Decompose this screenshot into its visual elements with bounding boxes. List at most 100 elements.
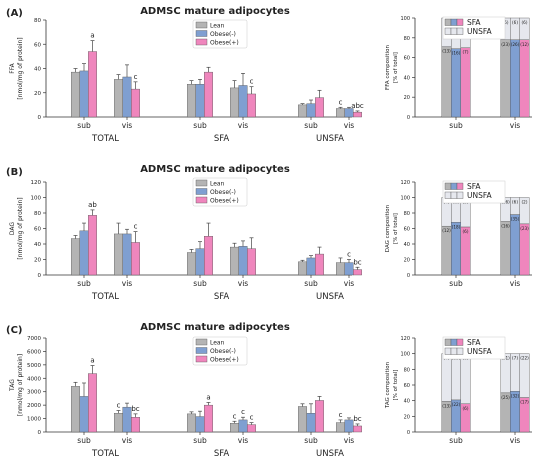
x-tick-label: sub	[304, 121, 318, 130]
bar	[298, 406, 307, 433]
y-tick-label: 2000	[27, 403, 41, 409]
x-tick-label: sub	[304, 279, 318, 288]
significance-label: a	[90, 32, 94, 40]
legend-swatch	[450, 338, 458, 346]
legend-swatch	[195, 347, 208, 354]
legend-label: SFA	[467, 338, 481, 347]
x-tick-label: sub	[193, 436, 207, 445]
sfa-segment	[460, 226, 471, 276]
count-label: (13)	[442, 49, 451, 54]
legend-label: Obese(-)	[210, 31, 236, 38]
bar	[122, 406, 132, 433]
legend-swatch	[444, 18, 452, 26]
composition-chart-2: 0 20 40 60 80 100 120 TAG composition [% of tota…	[385, 336, 532, 445]
legend-swatch	[456, 182, 464, 190]
count-label: (22)	[452, 402, 461, 407]
bar	[230, 423, 239, 433]
legend-swatch	[456, 27, 464, 35]
bar	[344, 262, 354, 276]
y-axis-label: [nmol/mg of protein]	[17, 354, 24, 416]
bar	[238, 85, 248, 118]
y-tick-label: 120	[400, 180, 410, 186]
group-label: TOTAL	[91, 292, 119, 302]
y-tick-label: 100	[31, 196, 42, 202]
bar	[187, 413, 196, 433]
y-tick-label: 0	[407, 115, 410, 121]
significance-label: abc	[351, 102, 364, 110]
x-tick-label: vis	[122, 436, 133, 445]
bar	[247, 93, 256, 118]
bar	[195, 84, 205, 118]
y-tick-label: 80	[404, 211, 410, 217]
y-tick-label: 80	[404, 36, 410, 42]
bar	[315, 400, 324, 433]
group-label: TOTAL	[91, 134, 119, 144]
y-tick-label: 120	[31, 180, 42, 186]
unsfa-segment	[460, 353, 471, 404]
chart-title: ADMSC mature adipocytes	[140, 164, 290, 175]
bar	[353, 425, 362, 433]
y-tick-label: 6000	[27, 349, 41, 355]
significance-label: c	[339, 411, 343, 419]
bar	[195, 416, 205, 433]
count-label: (16)	[501, 224, 510, 229]
x-tick-label: vis	[510, 121, 521, 130]
bar	[306, 413, 316, 433]
y-tick-label: 100	[400, 352, 410, 358]
significance-label: bc	[131, 405, 139, 413]
x-tick-label: sub	[304, 436, 318, 445]
legend-swatch	[195, 21, 208, 29]
bar	[79, 396, 89, 433]
bar	[315, 253, 324, 276]
significance-label: c	[233, 412, 237, 420]
bar	[122, 76, 132, 118]
y-tick-label: 4000	[27, 376, 41, 382]
count-label: (7)	[463, 50, 469, 55]
legend-swatch	[450, 191, 458, 199]
y-axis-label: TAG composition	[385, 361, 391, 409]
x-tick-label: sub	[77, 279, 91, 288]
y-tick-label: 80	[34, 18, 41, 24]
count-label: (6)	[503, 20, 509, 25]
y-tick-label: 60	[34, 42, 41, 48]
y-tick-label: 60	[34, 227, 41, 233]
bar	[306, 103, 316, 118]
bar	[122, 233, 132, 276]
significance-label: c	[241, 408, 245, 416]
count-label: (16)	[501, 200, 510, 205]
bar	[131, 417, 140, 433]
count-label: (12)	[520, 42, 529, 47]
y-tick-label: 1000	[27, 417, 41, 423]
sfa-segment	[451, 222, 461, 276]
sfa-segment	[451, 48, 461, 118]
significance-label: c	[117, 402, 121, 410]
y-tick-label: 80	[404, 367, 410, 373]
bar	[79, 230, 89, 276]
composition-chart-0: 0 20 40 60 80 100 FFA composition [% of total] (…	[385, 16, 532, 130]
y-axis-label: DAG composition	[385, 204, 391, 252]
legend-label: Obese(-)	[210, 348, 236, 355]
panel-label: (A)	[6, 8, 23, 19]
bar	[298, 261, 307, 276]
count-label: (16)	[452, 51, 461, 56]
count-label: (6)	[463, 229, 469, 234]
unsfa-segment	[519, 197, 530, 225]
count-label: (31)	[501, 356, 510, 361]
count-label: (25)	[501, 395, 510, 400]
x-tick-label: vis	[344, 121, 355, 130]
y-tick-label: 40	[34, 242, 41, 248]
y-tick-label: 80	[34, 211, 41, 217]
group-label: TOTAL	[91, 449, 119, 459]
legend-swatch	[450, 347, 458, 355]
group-label: SFA	[214, 134, 230, 144]
y-tick-label: 20	[34, 258, 41, 264]
legend-label: UNSFA	[467, 27, 492, 36]
y-tick-label: 20	[34, 91, 41, 97]
x-tick-label: vis	[510, 436, 521, 445]
legend-label: Obese(+)	[210, 40, 239, 47]
legend-swatch	[444, 191, 452, 199]
legend-swatch	[195, 38, 208, 46]
significance-label: c	[134, 223, 138, 231]
y-tick-label: 20	[404, 414, 410, 420]
y-tick-label: 120	[400, 336, 410, 342]
